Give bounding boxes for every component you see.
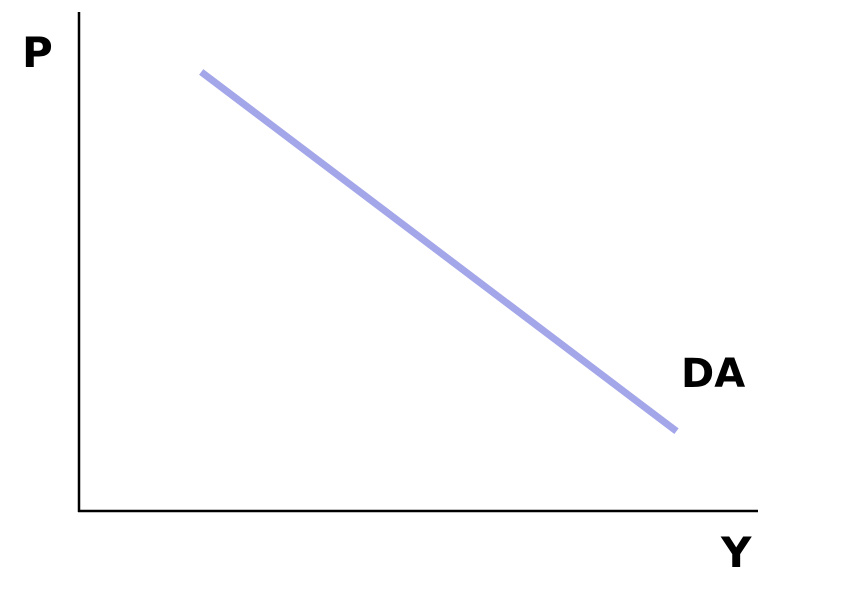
series-line-da [199, 69, 679, 434]
x-axis-label: Y [720, 528, 752, 577]
series-label-da: DA [681, 351, 745, 397]
y-axis-label: P [22, 28, 53, 77]
series-layer [199, 69, 679, 434]
